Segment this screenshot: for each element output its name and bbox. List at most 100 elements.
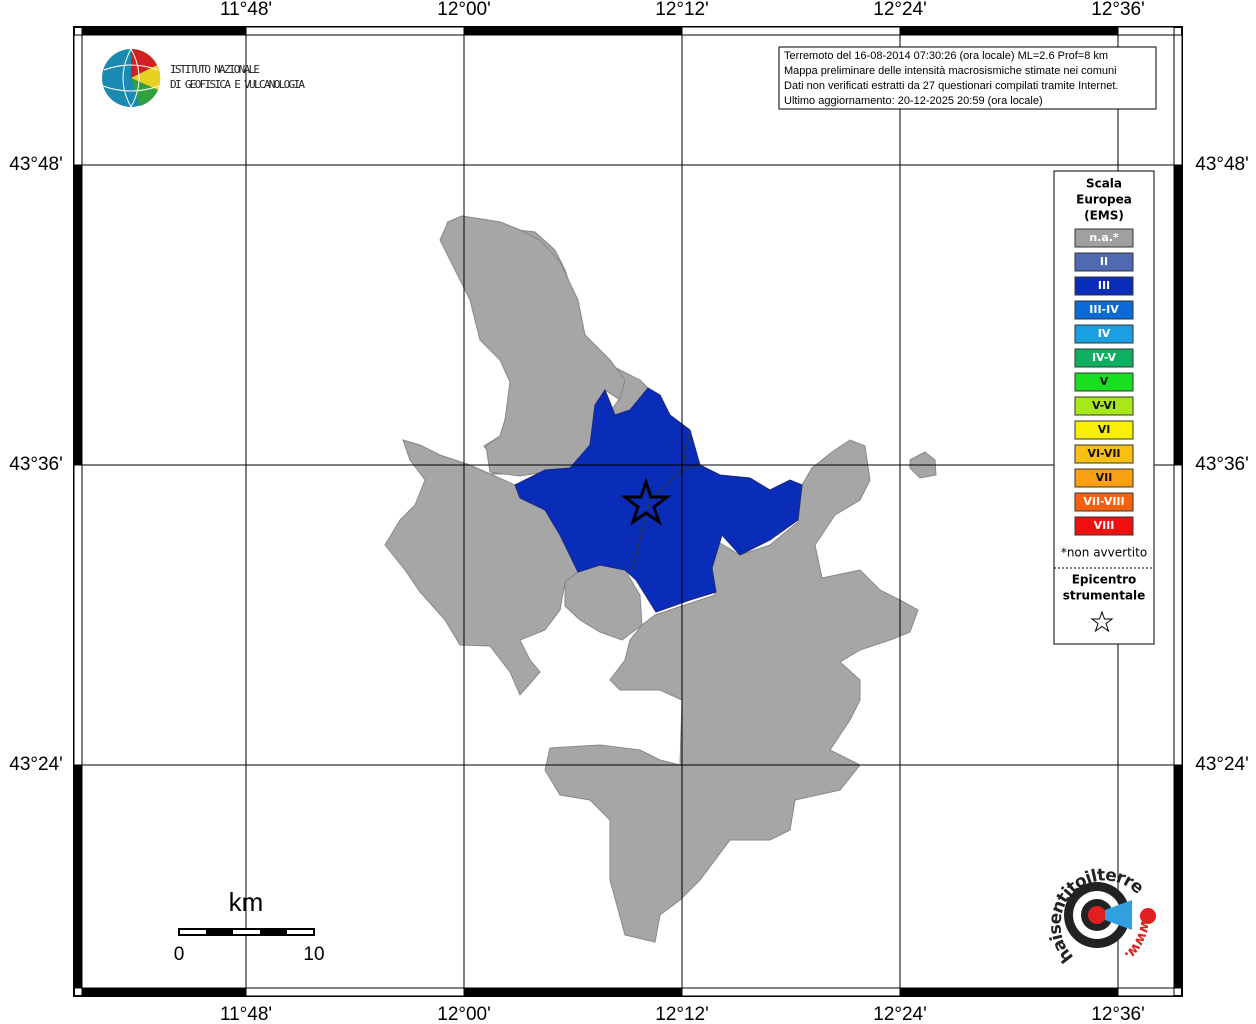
legend-label: n.a.* xyxy=(1089,231,1119,244)
lon-label-top: 12°00' xyxy=(437,0,491,20)
logo-text: ISTITUTO NAZIONALE xyxy=(170,63,260,76)
graticule: 11°48' 11°48' 12°00' 12°00' 12°12' 12°12' 12°2… xyxy=(9,0,1249,1024)
border-segment xyxy=(1117,26,1175,36)
legend-label: V-VI xyxy=(1092,399,1116,412)
legend-label: VII xyxy=(1096,471,1113,484)
scale-end: 10 xyxy=(303,944,324,965)
logo-lines xyxy=(102,48,160,108)
info-line: Ultimo aggiornamento: 20-12-2025 20:59 (… xyxy=(784,95,1043,107)
lon-label-bottom: 12°36' xyxy=(1091,1004,1145,1024)
legend-swatch xyxy=(1074,252,1134,272)
intensity-area xyxy=(514,387,803,613)
border-segment xyxy=(73,34,83,166)
scale-bar: km 0 10 xyxy=(174,887,325,965)
border-segment xyxy=(245,26,465,36)
lat-label-left: 43°36' xyxy=(9,454,63,475)
lon-label-bottom: 12°00' xyxy=(437,1004,491,1024)
lon-label-bottom: 11°48' xyxy=(220,1004,272,1024)
lat-label-left: 43°24' xyxy=(9,754,63,775)
lat-label-right: 43°24' xyxy=(1195,754,1249,775)
scale-bar-frame xyxy=(178,928,315,936)
legend-title: Scala xyxy=(1086,177,1122,191)
border-segment xyxy=(1173,464,1183,766)
border-segment xyxy=(81,26,247,36)
badge-dot xyxy=(1088,906,1106,924)
border-segment xyxy=(73,164,83,466)
legend-label: IV-V xyxy=(1092,351,1117,364)
border-segment xyxy=(1117,987,1175,997)
scale-unit: km xyxy=(229,887,264,917)
scale-bar-segment xyxy=(260,929,287,935)
legend-star xyxy=(1090,610,1114,633)
lat-label-left: 43°48' xyxy=(9,154,63,175)
legend-label: VIII xyxy=(1094,519,1115,532)
legend-swatch xyxy=(1074,444,1134,464)
border-segment xyxy=(1173,764,1183,989)
logo-text: DI GEOFISICA E VULCANOLOGIA xyxy=(170,78,305,91)
legend-swatch xyxy=(1074,228,1134,248)
legend-label: III xyxy=(1098,279,1110,292)
border-segment xyxy=(681,26,901,36)
legend-title: (EMS) xyxy=(1084,209,1124,223)
border-segment xyxy=(1173,34,1183,166)
lon-label-top: 12°36' xyxy=(1091,0,1145,20)
legend-swatch xyxy=(1074,348,1134,368)
border-segment xyxy=(463,987,683,997)
border-segment xyxy=(899,987,1119,997)
regions xyxy=(384,215,937,943)
legend-swatch xyxy=(1074,324,1134,344)
border-segment xyxy=(73,464,83,766)
border-segment xyxy=(899,26,1119,36)
legend-swatch xyxy=(1074,276,1134,296)
badge-question xyxy=(1140,908,1156,924)
ingv-logo: ISTITUTO NAZIONALE DI GEOFISICA E VULCAN… xyxy=(102,48,305,108)
lat-label-right: 43°48' xyxy=(1195,154,1249,175)
scale-start: 0 xyxy=(174,944,185,965)
border-segment xyxy=(81,987,247,997)
lon-label-top: 11°48' xyxy=(220,0,272,20)
logo-sector xyxy=(131,48,157,78)
epicenter-star xyxy=(620,477,672,526)
legend-label: V xyxy=(1100,375,1109,388)
legend-label: III-IV xyxy=(1089,303,1119,316)
info-line: Dati non verificati estratti da 27 quest… xyxy=(784,80,1118,92)
region xyxy=(544,439,919,943)
legend-note: *non avvertito xyxy=(1061,546,1147,560)
info-frame xyxy=(778,46,1157,110)
legend-epicenter: Epicentro xyxy=(1072,573,1137,587)
logo-sector xyxy=(131,78,158,106)
legend-swatch xyxy=(1074,372,1134,392)
logo-sector xyxy=(131,65,161,90)
legend-label: IV xyxy=(1098,327,1111,340)
legend-label: II xyxy=(1100,255,1108,268)
lon-label-bottom: 12°24' xyxy=(873,1004,927,1024)
lon-label-top: 12°12' xyxy=(655,0,709,20)
border-segment xyxy=(1173,164,1183,466)
border xyxy=(73,26,1183,997)
lat-label-right: 43°36' xyxy=(1195,454,1249,475)
legend-label: VI xyxy=(1098,423,1111,436)
legend-swatch xyxy=(1074,516,1134,536)
border-segment xyxy=(73,764,83,989)
legend-swatch xyxy=(1074,396,1134,416)
info-box: Terremoto del 16-08-2014 07:30:26 (ora l… xyxy=(778,46,1157,110)
badge-speaker xyxy=(1105,900,1132,930)
lon-label-bottom: 12°12' xyxy=(655,1004,709,1024)
scale-bar-segment xyxy=(206,929,233,935)
legend-label: VI-VII xyxy=(1087,447,1120,460)
lon-label-top: 12°24' xyxy=(873,0,927,20)
legend-swatch xyxy=(1074,468,1134,488)
border-segment xyxy=(245,987,465,997)
info-line: Mappa preliminare delle intensità macros… xyxy=(784,65,1117,77)
legend-swatch xyxy=(1074,300,1134,320)
info-line: Terremoto del 16-08-2014 07:30:26 (ora l… xyxy=(784,50,1108,62)
legend-label: VII-VIII xyxy=(1083,495,1124,508)
boundary xyxy=(631,429,701,571)
legend-swatch xyxy=(1074,492,1134,512)
legend-epicenter: strumentale xyxy=(1063,589,1146,603)
legend-title: Europea xyxy=(1076,193,1132,207)
legend-swatch xyxy=(1074,420,1134,440)
border-segment xyxy=(463,26,683,36)
border-segment xyxy=(681,987,901,997)
